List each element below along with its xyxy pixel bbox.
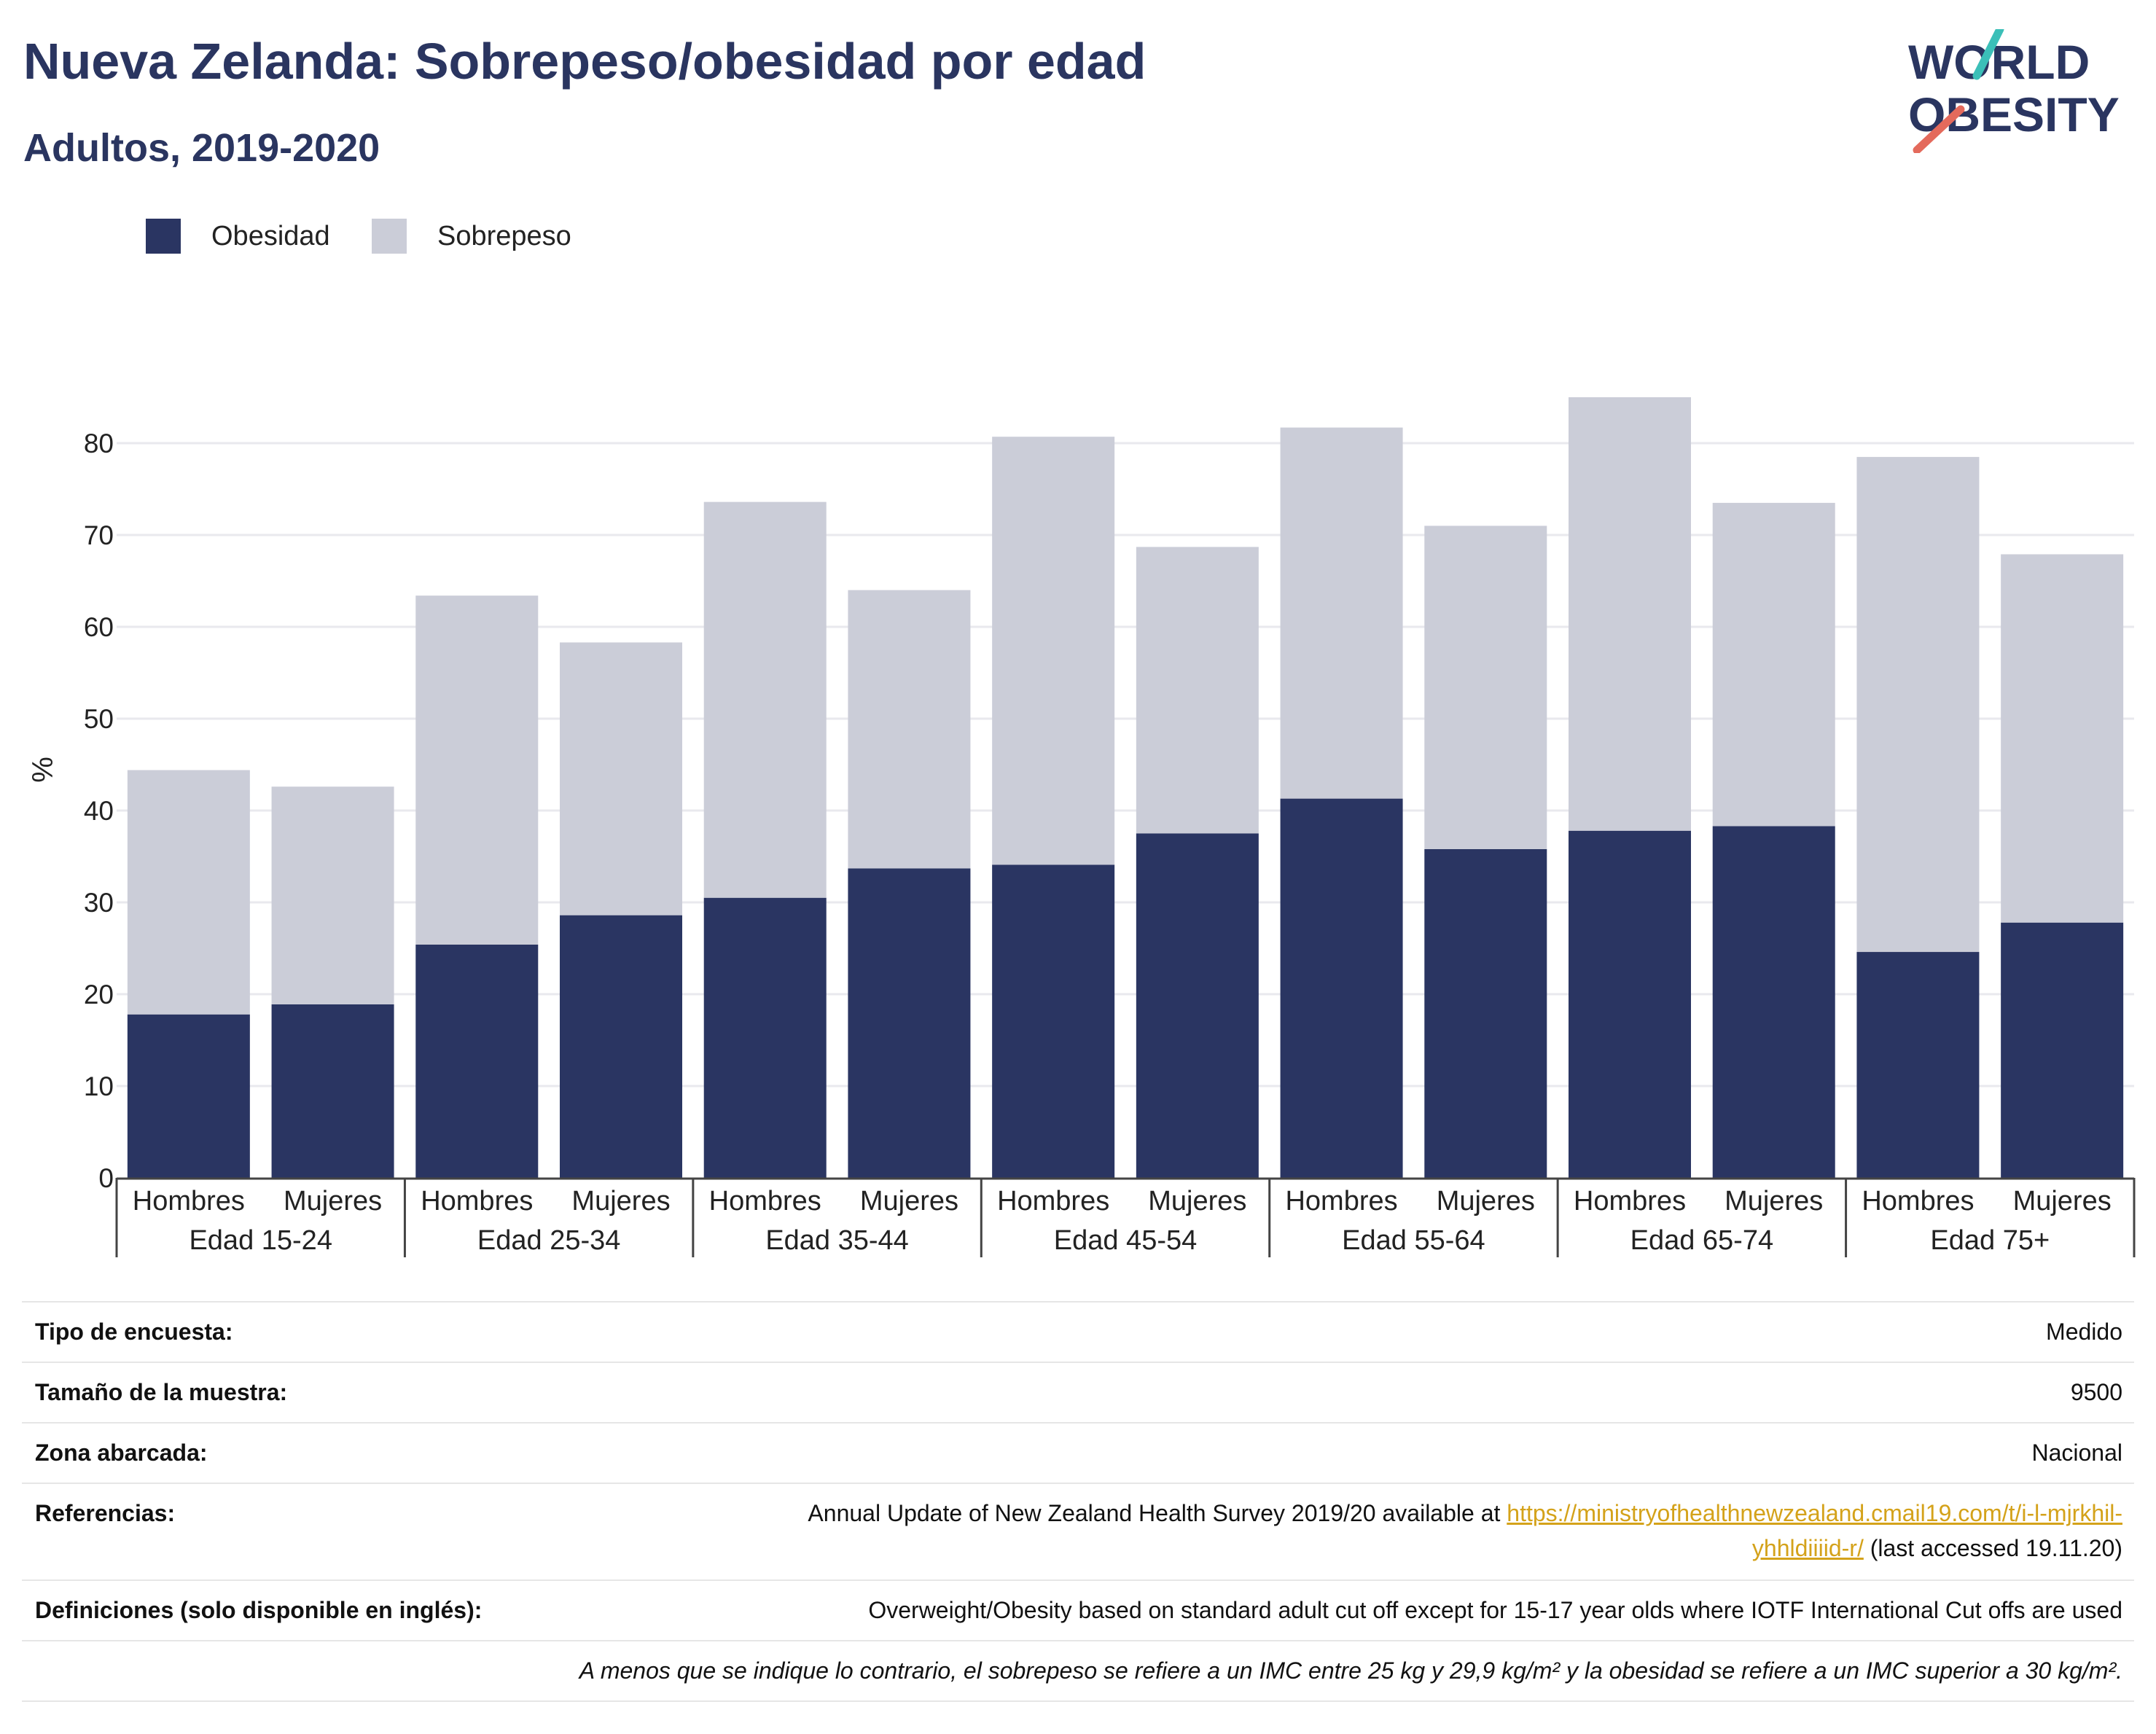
logo-word-world: WORLD bbox=[1908, 35, 2090, 89]
bmi-note: A menos que se indique lo contrario, el … bbox=[579, 1657, 2122, 1684]
logo-slash-coral bbox=[1913, 105, 1965, 153]
x-tick-label: Hombres bbox=[133, 1186, 245, 1216]
info-value: Overweight/Obesity based on standard adu… bbox=[868, 1597, 2122, 1623]
bar-obesidad bbox=[415, 944, 539, 1178]
bar-sobrepeso bbox=[127, 770, 250, 1015]
x-tick-label: Hombres bbox=[1285, 1186, 1397, 1216]
x-tick-label: Mujeres bbox=[284, 1186, 382, 1216]
info-row-coverage: Zona abarcada: Nacional bbox=[22, 1423, 2134, 1484]
bar-obesidad bbox=[992, 864, 1115, 1178]
bar-sobrepeso bbox=[1424, 526, 1547, 849]
logo-word-obesity: OBESITY bbox=[1908, 87, 2120, 141]
bar-obesidad bbox=[1712, 826, 1835, 1178]
info-label: Tipo de encuesta: bbox=[35, 1319, 233, 1345]
bar-sobrepeso bbox=[703, 501, 827, 898]
bar-sobrepeso bbox=[560, 642, 682, 915]
bar-sobrepeso bbox=[1856, 456, 1980, 953]
y-tick-label: 60 bbox=[84, 612, 114, 642]
x-tick-label: Hombres bbox=[997, 1186, 1109, 1216]
bar-sobrepeso bbox=[2001, 554, 2124, 923]
bar-obesidad bbox=[1424, 848, 1547, 1178]
bar-obesidad bbox=[1136, 833, 1259, 1178]
y-tick-label: 10 bbox=[84, 1071, 114, 1101]
bar-chart: 0 10 20 30 40 50 60 70 80% Hombres Mujeres Hombres M… bbox=[27, 397, 2136, 1257]
bar-obesidad bbox=[1280, 798, 1403, 1178]
x-group-label: Edad 65-74 bbox=[1630, 1225, 1774, 1256]
bar-obesidad bbox=[560, 915, 682, 1178]
x-tick-label: Hombres bbox=[421, 1186, 533, 1216]
info-row-definitions: Definiciones (solo disponible en inglés)… bbox=[22, 1581, 2134, 1641]
y-tick-label: 40 bbox=[84, 796, 114, 826]
page-subtitle: Adultos, 2019-2020 bbox=[23, 126, 380, 170]
bar-sobrepeso bbox=[992, 437, 1115, 865]
y-tick-label: 80 bbox=[84, 429, 114, 458]
y-tick-label: 0 bbox=[98, 1163, 114, 1193]
bar-obesidad bbox=[1569, 830, 1691, 1178]
bar-sobrepeso bbox=[848, 590, 971, 869]
bar-sobrepeso bbox=[1280, 427, 1403, 799]
legend-label-obesidad: Obesidad bbox=[211, 221, 330, 251]
bar-obesidad bbox=[848, 868, 971, 1178]
reference-line-1: Annual Update of New Zealand Health Surv… bbox=[808, 1500, 2122, 1527]
logo-slash-teal bbox=[1972, 29, 2004, 80]
x-tick-label: Mujeres bbox=[1437, 1186, 1535, 1216]
info-value: Medido bbox=[2046, 1319, 2122, 1345]
y-axis-label: % bbox=[27, 757, 59, 783]
legend-swatch-sobrepeso bbox=[372, 219, 407, 254]
info-value: 9500 bbox=[2070, 1379, 2122, 1405]
legend-swatch-obesidad bbox=[146, 219, 181, 254]
reference-line-2: yhhldiiiid-r/ (last accessed 19.11.20) bbox=[1752, 1535, 2122, 1562]
info-label: Tamaño de la muestra: bbox=[35, 1379, 288, 1405]
bar-sobrepeso bbox=[1712, 502, 1835, 827]
reference-text: Annual Update of New Zealand Health Surv… bbox=[808, 1500, 1507, 1526]
bar-obesidad bbox=[2001, 922, 2124, 1178]
reference-link[interactable]: https://ministryofhealthnewzealand.cmail… bbox=[1507, 1500, 2122, 1526]
x-group-label: Edad 75+ bbox=[1930, 1225, 2050, 1256]
x-group-label: Edad 35-44 bbox=[765, 1225, 909, 1256]
info-label: Referencias: bbox=[35, 1500, 176, 1526]
info-label: Zona abarcada: bbox=[35, 1440, 208, 1466]
world-obesity-logo: WORLD OBESITY bbox=[1908, 29, 2120, 153]
bar-obesidad bbox=[703, 897, 827, 1178]
page-title: Nueva Zelanda: Sobrepeso/obesidad por ed… bbox=[23, 33, 1147, 90]
info-row-references: Referencias: Annual Update of New Zealan… bbox=[22, 1484, 2134, 1581]
x-tick-label: Mujeres bbox=[860, 1186, 958, 1216]
x-group-label: Edad 25-34 bbox=[477, 1225, 621, 1256]
bar-obesidad bbox=[127, 1014, 250, 1178]
x-group-label: Edad 55-64 bbox=[1342, 1225, 1485, 1256]
y-tick-label: 30 bbox=[84, 888, 114, 918]
info-row-note: A menos que se indique lo contrario, el … bbox=[22, 1641, 2134, 1702]
x-tick-label: Hombres bbox=[1574, 1186, 1686, 1216]
survey-info-table: Tipo de encuesta: Medido Tamaño de la mu… bbox=[22, 1301, 2134, 1702]
x-group-label: Edad 45-54 bbox=[1054, 1225, 1198, 1256]
x-group-label: Edad 15-24 bbox=[189, 1225, 332, 1256]
info-label: Definiciones (solo disponible en inglés)… bbox=[35, 1597, 483, 1623]
y-tick-label: 50 bbox=[84, 704, 114, 734]
info-row-sample-size: Tamaño de la muestra: 9500 bbox=[22, 1363, 2134, 1423]
x-tick-label: Mujeres bbox=[571, 1186, 670, 1216]
bar-sobrepeso bbox=[271, 786, 394, 1004]
x-tick-label: Mujeres bbox=[1148, 1186, 1246, 1216]
x-tick-label: Hombres bbox=[1862, 1186, 1974, 1216]
reference-accessed: (last accessed 19.11.20) bbox=[1863, 1535, 2122, 1561]
info-value: Nacional bbox=[2031, 1440, 2122, 1466]
x-tick-label: Mujeres bbox=[2013, 1186, 2112, 1216]
bar-sobrepeso bbox=[415, 595, 539, 945]
bar-obesidad bbox=[271, 1004, 394, 1178]
bar-sobrepeso bbox=[1136, 547, 1259, 834]
reference-link-continued[interactable]: yhhldiiiid-r/ bbox=[1751, 1535, 1864, 1561]
legend-label-sobrepeso: Sobrepeso bbox=[437, 221, 571, 251]
bar-obesidad bbox=[1856, 952, 1980, 1178]
y-tick-label: 70 bbox=[84, 520, 114, 550]
x-tick-label: Mujeres bbox=[1725, 1186, 1823, 1216]
y-tick-label: 20 bbox=[84, 980, 114, 1009]
info-row-survey-type: Tipo de encuesta: Medido bbox=[22, 1303, 2134, 1363]
x-tick-label: Hombres bbox=[709, 1186, 821, 1216]
bar-sobrepeso bbox=[1569, 397, 1691, 831]
